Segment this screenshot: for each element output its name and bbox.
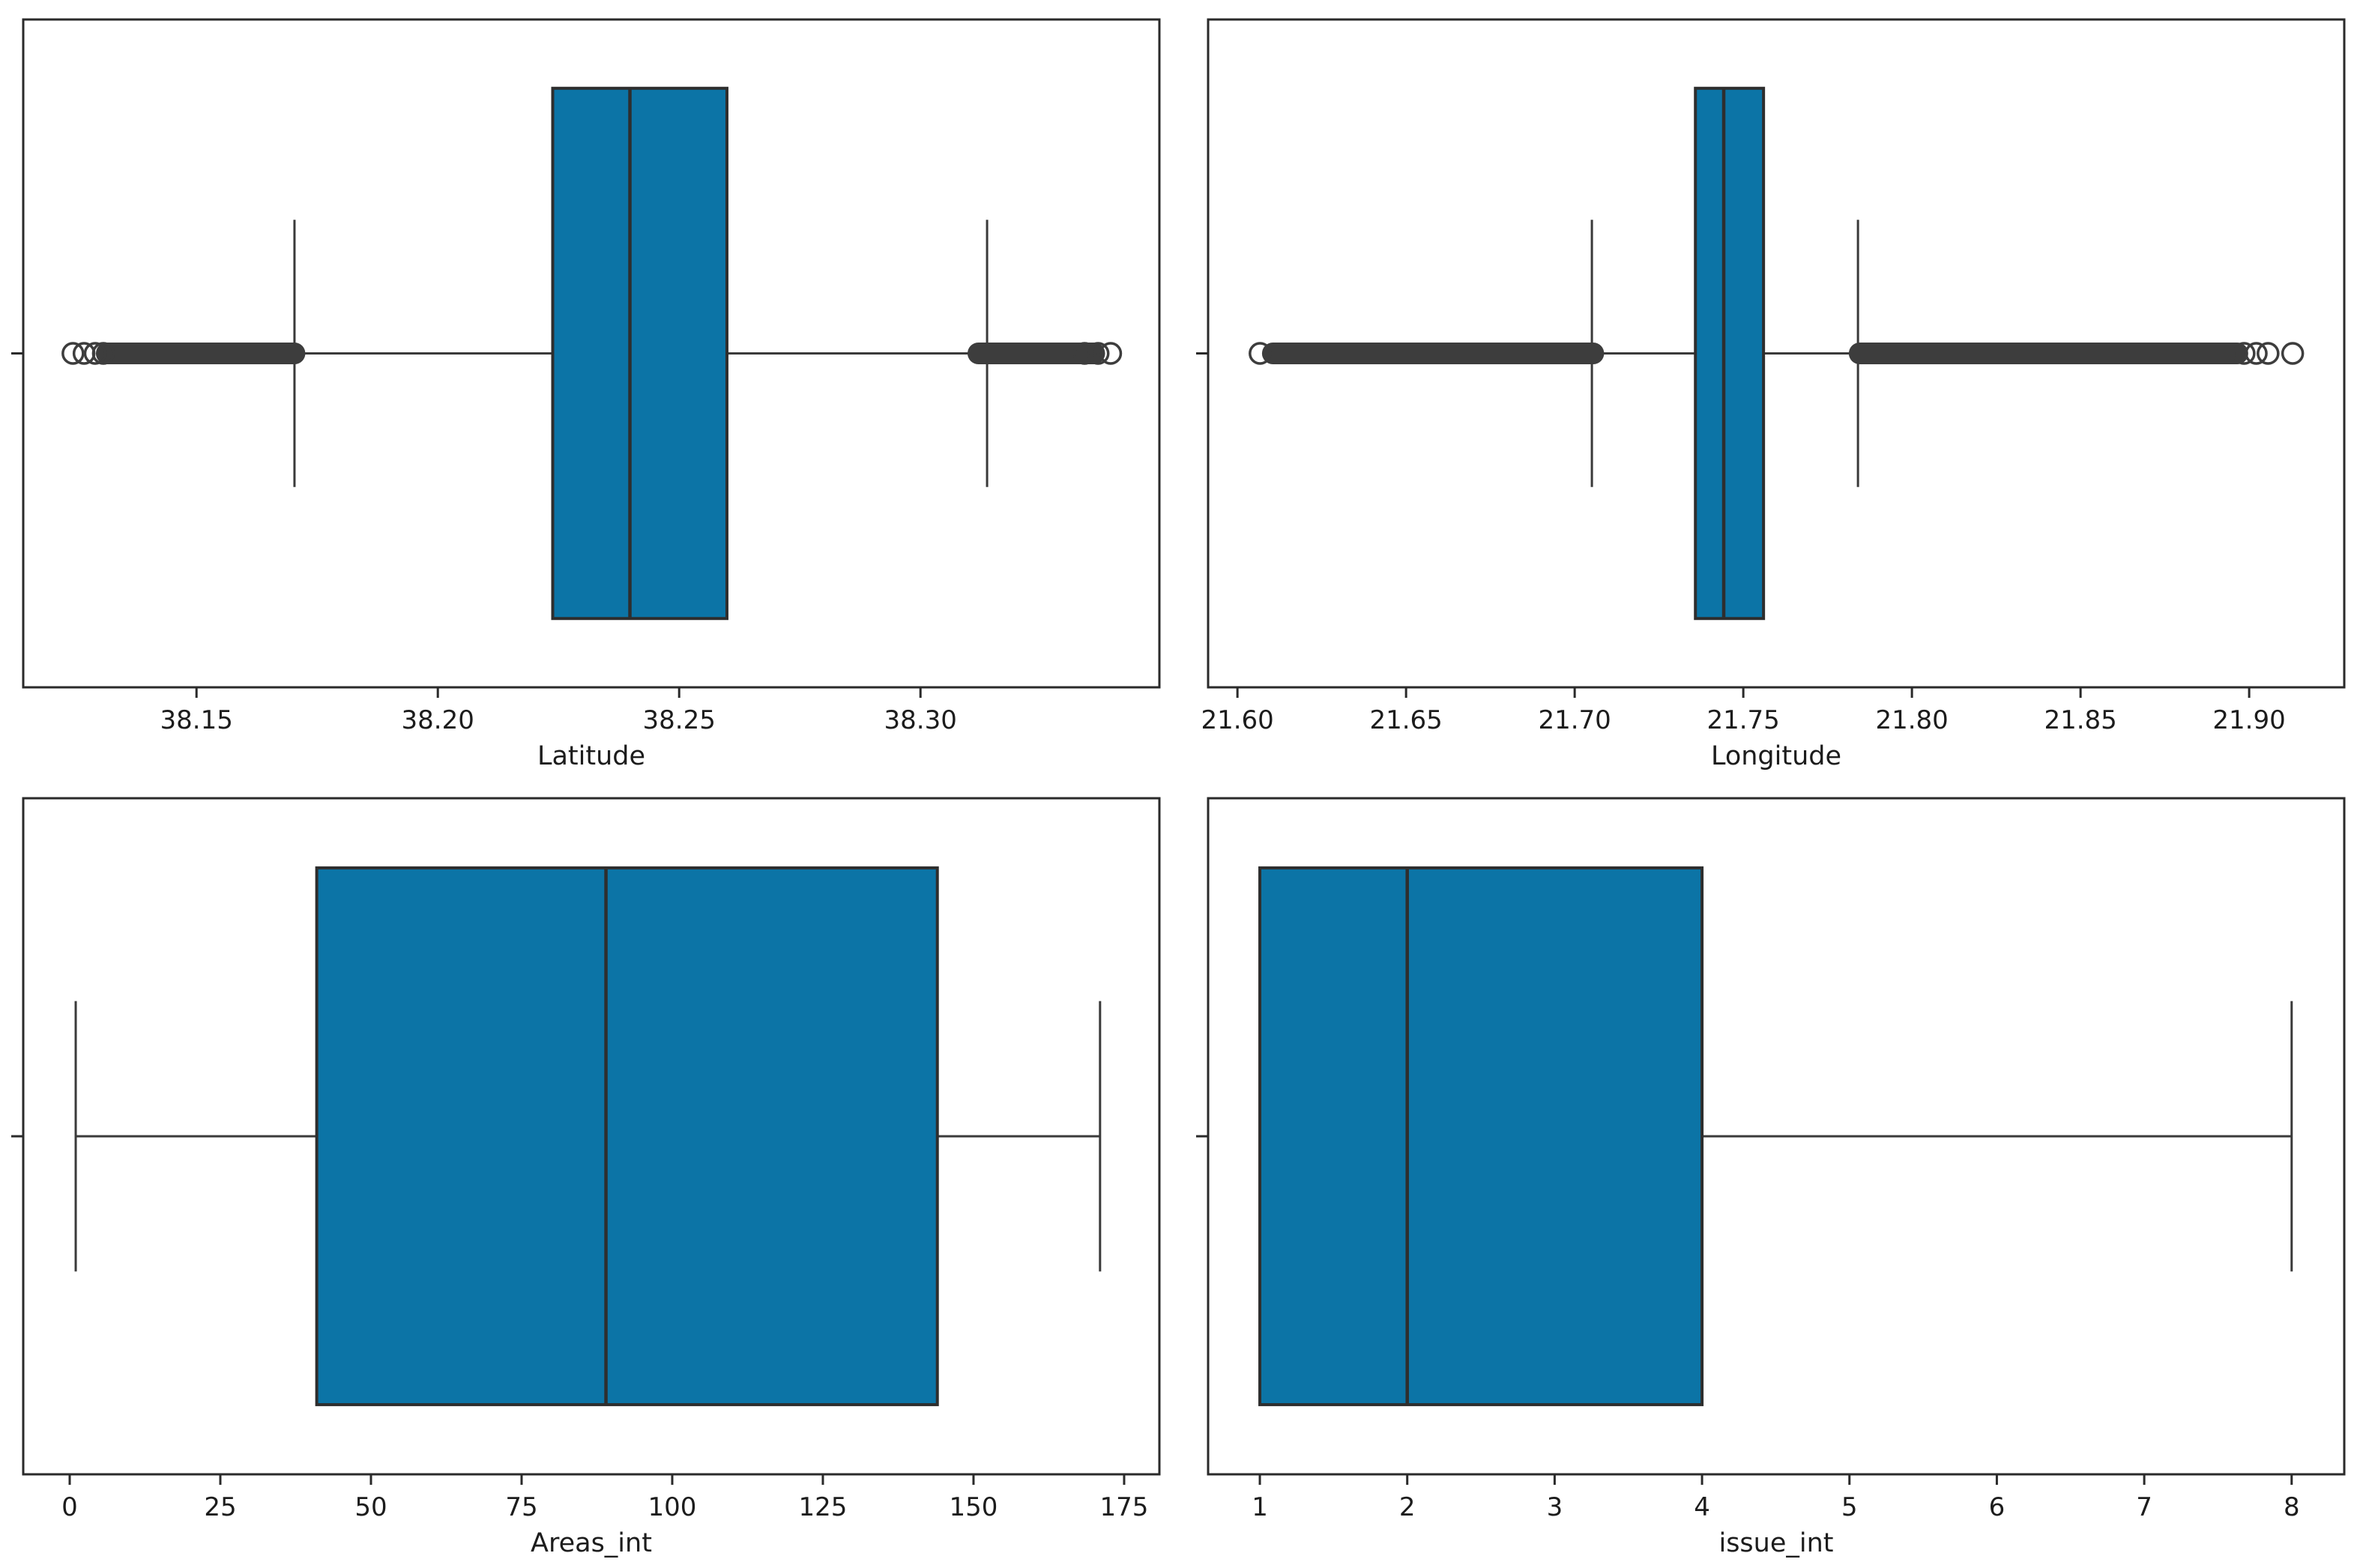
outlier-point (2257, 342, 2280, 365)
x-tick-label: 25 (204, 1492, 236, 1522)
x-tick-label: 50 (354, 1492, 387, 1522)
x-axis-label: Areas_int (531, 1528, 652, 1558)
x-axis-label: Latitude (537, 741, 645, 771)
subplot-issue-int: 1 2 3 4 5 6 7 8 issue_int (1181, 784, 2363, 1568)
iqr-box (1694, 86, 1766, 621)
x-tick-label: 21.90 (2212, 705, 2285, 735)
x-tick-label: 21.60 (1201, 705, 1273, 735)
outlier-point (1249, 342, 1272, 365)
subplot-areas-int: 0 25 50 75 100 125 150 175 Areas_int (0, 784, 1181, 1568)
x-tick-label: 38.30 (884, 705, 957, 735)
iqr-box (315, 866, 939, 1407)
x-tick-label: 2 (1399, 1492, 1416, 1522)
outlier-point (1072, 342, 1096, 365)
x-tick-label: 150 (950, 1492, 998, 1522)
boxplot-longitude: 21.60 21.65 21.70 21.75 21.80 21.85 21.90 Longi… (1196, 18, 2346, 771)
x-tick-label: 38.15 (160, 705, 233, 735)
subplot-latitude: 38.15 38.20 38.25 38.30 Latitude (0, 0, 1181, 784)
x-tick-label: 175 (1100, 1492, 1149, 1522)
outlier-point (83, 342, 107, 365)
x-tick-label: 6 (1989, 1492, 2006, 1522)
x-tick-label: 75 (505, 1492, 537, 1522)
iqr-box (1258, 866, 1704, 1407)
iqr-box (551, 86, 728, 621)
x-tick-label: 125 (799, 1492, 848, 1522)
x-tick-label: 8 (2284, 1492, 2300, 1522)
x-axis-label: issue_int (1718, 1528, 1833, 1558)
x-tick-label: 5 (1841, 1492, 1858, 1522)
x-tick-label: 21.75 (1706, 705, 1779, 735)
x-tick-label: 38.25 (643, 705, 716, 735)
outlier-point (2281, 342, 2305, 365)
x-tick-label: 21.80 (1875, 705, 1948, 735)
outlier-point (61, 342, 85, 365)
outlier-point (1099, 342, 1123, 365)
boxplot-issue-int: 1 2 3 4 5 6 7 8 issue_int (1196, 797, 2346, 1558)
x-tick-label: 3 (1547, 1492, 1563, 1522)
x-tick-label: 21.65 (1369, 705, 1442, 735)
outlier-point (1086, 342, 1110, 365)
x-tick-label: 38.20 (402, 705, 474, 735)
boxplot-areas-int: 0 25 50 75 100 125 150 175 Areas_int (11, 797, 1161, 1558)
x-tick-label: 1 (1252, 1492, 1268, 1522)
x-tick-label: 100 (648, 1492, 697, 1522)
x-tick-label: 21.85 (2044, 705, 2116, 735)
x-tick-label: 4 (1694, 1492, 1710, 1522)
boxplot-latitude: 38.15 38.20 38.25 38.30 Latitude (11, 18, 1161, 771)
x-tick-label: 7 (2136, 1492, 2152, 1522)
outlier-point (2245, 342, 2268, 365)
x-tick-label: 0 (61, 1492, 78, 1522)
subplot-longitude: 21.60 21.65 21.70 21.75 21.80 21.85 21.90 Longi… (1181, 0, 2363, 784)
outlier-point (2233, 342, 2256, 365)
x-tick-label: 21.70 (1538, 705, 1611, 735)
x-axis-label: Longitude (1711, 741, 1841, 771)
outlier-point (91, 342, 115, 365)
